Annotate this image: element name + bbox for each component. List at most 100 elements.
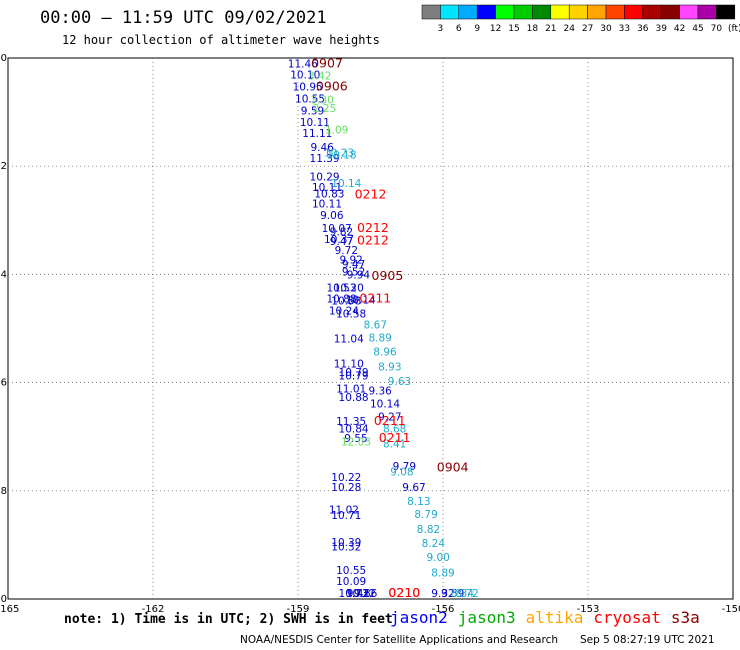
data-point-label: 10.32 — [331, 541, 361, 553]
data-point-label: 10.22 — [346, 588, 376, 600]
data-point-label: 10.84 — [339, 423, 369, 435]
data-point-label: 10.37 — [324, 234, 354, 246]
data-point-label: 10.14 — [370, 398, 400, 410]
data-point-label: 10.88 — [326, 294, 356, 306]
x-axis-ticks: -165 -162 -159 -156 -153 -150 — [0, 604, 740, 615]
generated-timestamp: Sep 5 08:27:19 UTC 2021 — [580, 634, 715, 646]
data-point-label: 8.34 — [451, 588, 475, 600]
data-point-label: 3.30 — [310, 94, 333, 106]
color-swatch — [697, 4, 717, 20]
data-point-label: 10.20 — [334, 283, 364, 295]
data-point-label: 10.58 — [331, 296, 361, 308]
data-point-label: 10.22 — [331, 472, 361, 484]
data-point-label: 10.24 — [329, 305, 359, 317]
x-tick-label: -165 — [0, 604, 19, 615]
data-point-label: 11.46 — [288, 59, 318, 71]
pass-id-label: 0906 — [316, 78, 348, 93]
color-scale-label: 27 — [582, 24, 593, 34]
data-point-label: 9.82 — [330, 226, 353, 238]
x-tick-label: -159 — [287, 604, 310, 615]
data-point-label: 8.72 — [455, 588, 478, 600]
data-point-label: 9.47 — [342, 259, 365, 271]
color-swatch — [624, 4, 644, 20]
data-point-label: 9.46 — [310, 142, 334, 154]
data-point-label: 8.13 — [407, 496, 430, 508]
y-tick-label: -40 — [0, 53, 7, 64]
pass-id-label: 0905 — [372, 268, 404, 283]
data-point-label: 9.00 — [426, 552, 449, 564]
color-scale-label: 12 — [490, 24, 501, 34]
data-point-label: 9.41 — [347, 588, 370, 600]
x-tick-label: -150 — [722, 604, 740, 615]
data-point-label: 10.55 — [295, 93, 325, 105]
data-point-label: 11.39 — [310, 153, 340, 165]
x-tick-label: -153 — [577, 604, 600, 615]
data-point-label: 10.11 — [312, 198, 342, 210]
data-point-label: 9.94 — [347, 270, 371, 282]
color-swatch — [476, 4, 496, 20]
data-point-label: 9.06 — [320, 210, 344, 222]
data-point-label: 10.53 — [326, 283, 356, 295]
color-swatch — [458, 4, 478, 20]
credit-text: NOAA/NESDIS Center for Satellite Applica… — [240, 634, 558, 646]
color-scale-label: 45 — [692, 24, 703, 34]
data-point-label: 9.67 — [402, 482, 425, 494]
pass-id-label: 0212 — [357, 220, 389, 235]
y-tick-label: -46 — [0, 378, 7, 389]
data-point-label: 10.14 — [346, 295, 376, 307]
satellite-legend: jason2 jason3 altika cryosat s3a — [390, 608, 710, 627]
data-point-label: 8.82 — [417, 524, 440, 536]
pass-id-label: 0210 — [388, 585, 420, 600]
color-swatch — [587, 4, 607, 20]
data-point-label: 10.11 — [312, 182, 342, 194]
data-point-label: 9.52 — [342, 266, 365, 278]
plot-frame — [7, 57, 734, 600]
data-point-label: 9.79 — [393, 461, 416, 473]
color-scale-label: 15 — [508, 24, 519, 34]
color-scale-label: 18 — [527, 24, 539, 34]
data-point-label: 10.09 — [336, 576, 366, 588]
satellite-name-jason2: jason2 — [390, 608, 448, 627]
data-point-label: 10.71 — [331, 510, 361, 522]
y-tick-label: -50 — [0, 594, 7, 605]
data-point-label: 1.09 — [325, 125, 348, 137]
data-point-label: 8.79 — [414, 509, 437, 521]
y-tick-label: -48 — [0, 486, 7, 497]
data-point-label: 10.39 — [331, 537, 361, 549]
pass-id-label: 0211 — [379, 430, 411, 445]
color-scale-label: 39 — [655, 24, 667, 34]
color-swatch — [440, 4, 460, 20]
data-point-label: 11.35 — [336, 416, 366, 428]
color-swatch — [679, 4, 699, 20]
grid-lines — [8, 58, 733, 599]
data-point-label: 11.02 — [329, 505, 359, 517]
pass-id-label: 0904 — [437, 459, 469, 474]
data-point-label: 9.72 — [335, 245, 358, 257]
data-point-label: 10.07 — [322, 223, 352, 235]
pass-id-label: 0212 — [357, 233, 389, 248]
data-point-label: 10.11 — [300, 117, 330, 129]
color-swatch — [642, 4, 662, 20]
data-point-label: 8.89 — [431, 567, 454, 579]
data-point-label: 8.67 — [364, 320, 387, 332]
data-point-label: 10.29 — [310, 171, 340, 183]
data-point-label: 9.32 — [431, 588, 454, 600]
data-point-label: 10.14 — [331, 178, 361, 190]
x-tick-label: -156 — [432, 604, 455, 615]
color-scale-label: 33 — [619, 24, 630, 34]
data-point-label: 11.04 — [334, 334, 364, 346]
data-point-label: 8.96 — [373, 347, 397, 359]
footer-note: note: 1) Time is in UTC; 2) SWH is in fe… — [64, 612, 393, 627]
data-point-label: 11.11 — [302, 128, 332, 140]
pass-id-label: 0212 — [355, 187, 387, 202]
data-point-label: 10.95 — [293, 81, 323, 93]
y-axis-ticks: -40 -42 -44 -46 -48 -50 — [0, 53, 7, 605]
data-point-label: 9.08 — [390, 467, 413, 479]
color-swatch — [605, 4, 625, 20]
data-point-label: 10.88 — [339, 392, 369, 404]
pass-labels: 0907090602120212021209050211021102110904… — [311, 56, 469, 600]
data-point-label: 9.59 — [301, 105, 324, 117]
pass-id-label: 0211 — [359, 291, 391, 306]
data-point-label: 9.63 — [388, 376, 411, 388]
